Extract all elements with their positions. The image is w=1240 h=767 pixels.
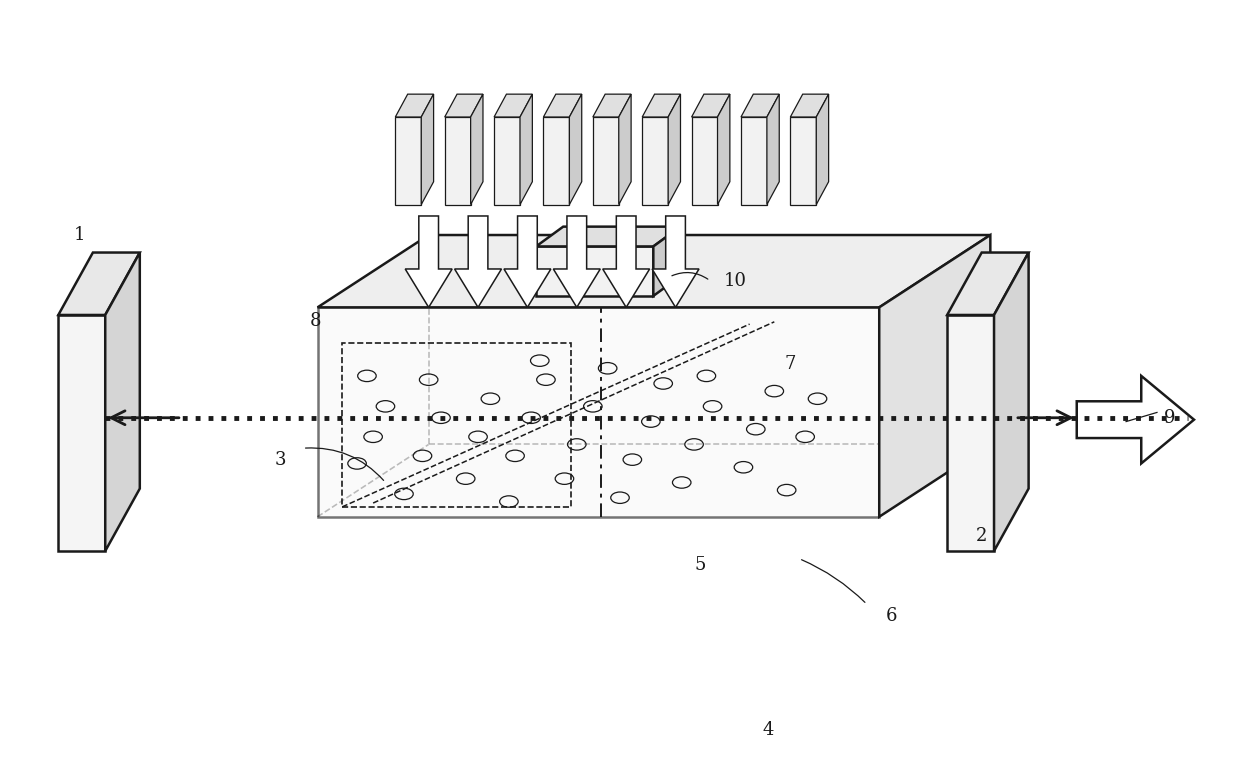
Polygon shape [58,315,105,551]
Polygon shape [445,117,471,205]
Polygon shape [543,117,569,205]
Polygon shape [105,252,140,551]
Polygon shape [653,226,681,296]
Polygon shape [593,94,631,117]
Polygon shape [1076,376,1194,463]
Text: 2: 2 [976,527,987,545]
Polygon shape [619,94,631,205]
Polygon shape [790,117,816,205]
Text: 10: 10 [723,272,746,290]
Polygon shape [536,246,653,296]
Text: 9: 9 [1163,409,1176,426]
Polygon shape [790,94,828,117]
Polygon shape [642,117,668,205]
Polygon shape [543,94,582,117]
Text: 3: 3 [275,451,286,469]
Polygon shape [317,308,879,517]
Polygon shape [603,216,650,308]
Polygon shape [317,235,991,308]
Polygon shape [742,117,766,205]
Polygon shape [569,94,582,205]
Polygon shape [879,235,991,517]
Polygon shape [652,216,699,308]
Text: 7: 7 [785,355,796,374]
Polygon shape [520,94,532,205]
Polygon shape [405,216,453,308]
Polygon shape [947,252,1029,315]
Text: 6: 6 [885,607,898,625]
Polygon shape [503,216,551,308]
Polygon shape [422,94,434,205]
Text: 8: 8 [309,312,321,330]
Polygon shape [396,94,434,117]
Polygon shape [742,94,779,117]
Polygon shape [668,94,681,205]
Polygon shape [58,252,140,315]
Polygon shape [553,216,600,308]
Polygon shape [494,94,532,117]
Polygon shape [766,94,779,205]
Text: 5: 5 [694,556,706,574]
Polygon shape [994,252,1029,551]
Polygon shape [445,94,482,117]
Text: 4: 4 [763,721,774,739]
Polygon shape [396,117,422,205]
Text: 1: 1 [73,226,86,244]
Polygon shape [471,94,482,205]
Polygon shape [692,94,730,117]
Polygon shape [593,117,619,205]
Polygon shape [494,117,520,205]
Polygon shape [642,94,681,117]
Polygon shape [816,94,828,205]
Polygon shape [536,226,681,246]
Polygon shape [455,216,501,308]
Polygon shape [718,94,730,205]
Polygon shape [692,117,718,205]
Polygon shape [947,315,994,551]
